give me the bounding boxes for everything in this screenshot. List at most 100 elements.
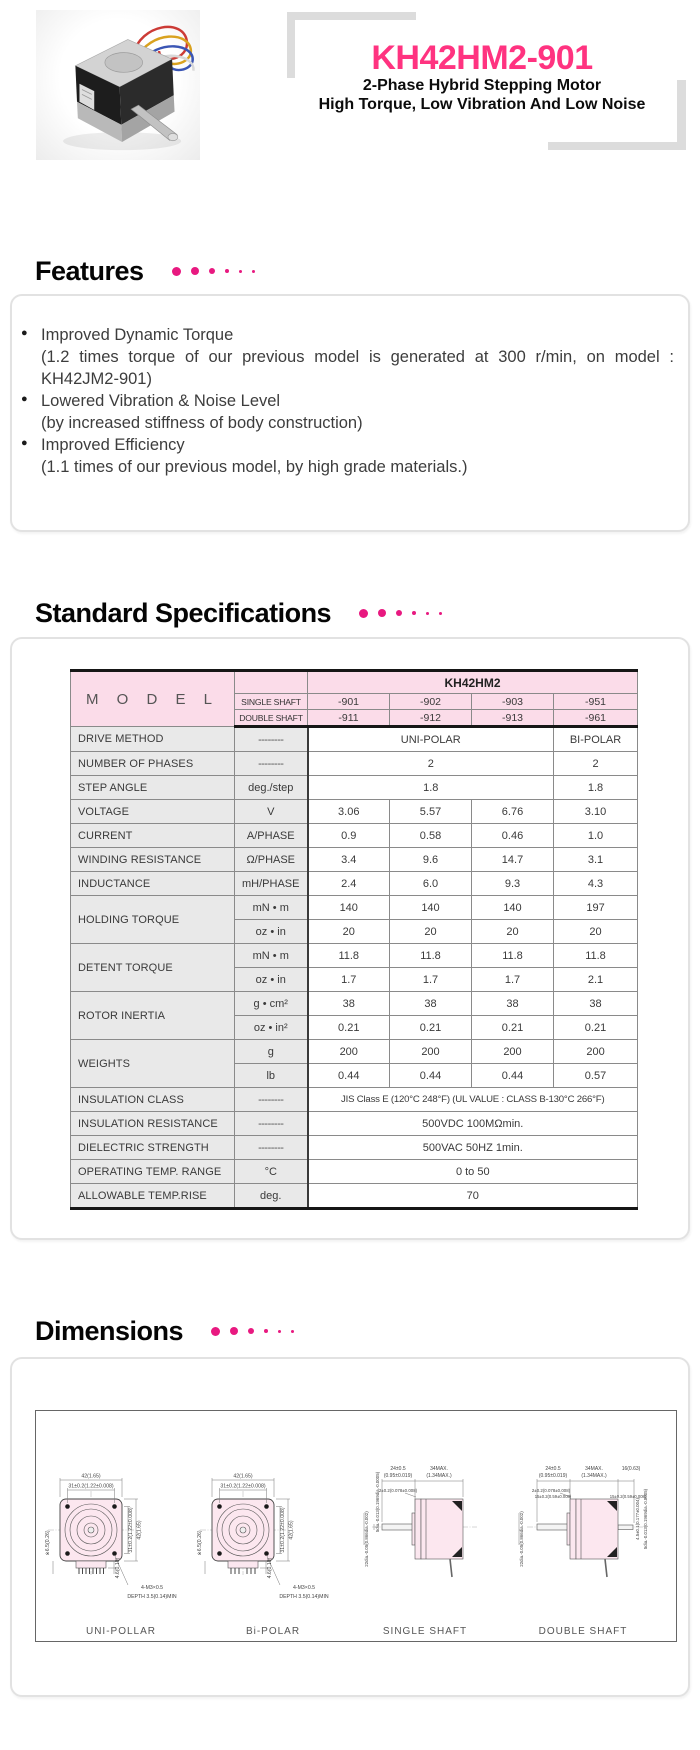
spec-cell: 9.3 <box>471 871 554 896</box>
spec-cell: 11.8 <box>307 943 390 968</box>
dim-label: 4-M3×0.5 <box>141 1585 163 1591</box>
spec-cell: 2.1 <box>552 967 639 992</box>
feature-item: Improved Efficiency (1.1 times of our pr… <box>18 434 674 478</box>
row-unit: Ω/PHASE <box>234 847 309 872</box>
row-unit: deg. <box>234 1183 309 1209</box>
dim-label: 31±0.2(1.22±0.008) <box>280 1507 286 1552</box>
dim-label: 42(1.65) <box>81 1474 101 1480</box>
spec-cell: 3.4 <box>307 847 390 872</box>
dim-label: 4-M3×0.5 <box>293 1585 315 1591</box>
dim-label: DEPTH 3.5(0.14)MIN <box>127 1594 177 1600</box>
row-unit: g <box>234 1039 309 1064</box>
dim-label: 24±0.5 <box>390 1466 405 1472</box>
dim-label: (1.34MAX.) <box>581 1473 607 1479</box>
dim-label: 31±0.2(1.22±0.008) <box>128 1507 134 1552</box>
spec-cell: UNI-POLAR <box>307 726 554 752</box>
dim-label: (1.34MAX.) <box>426 1473 452 1479</box>
dimension-drawings: 42(1.65) 31±0.2(1.22±0.008) ※6.5(0.26) 3… <box>35 1410 677 1642</box>
feature-detail: (1.2 times torque of our previous model … <box>41 348 674 388</box>
dim-label: 4.5±0.1(0.177±0.004) <box>635 1498 640 1540</box>
features-title: Features <box>35 256 144 286</box>
spec-cell: 1.7 <box>307 967 390 992</box>
row-unit: -------- <box>234 1087 309 1112</box>
spec-cell: 200 <box>552 1039 639 1064</box>
row-unit: V <box>234 799 309 824</box>
spec-cell: 1.7 <box>389 967 472 992</box>
row-label: STEP ANGLE <box>70 775 235 800</box>
dim-label: 4.6(0.18) <box>115 1557 121 1578</box>
row-unit: °C <box>234 1159 309 1184</box>
model-number: -912 <box>389 709 472 728</box>
row-label: INDUCTANCE <box>70 871 235 896</box>
row-unit: oz • in <box>234 967 309 992</box>
spec-cell: 3.06 <box>307 799 390 824</box>
spec-cell: 9.6 <box>389 847 472 872</box>
model-number: -961 <box>552 709 639 728</box>
dim-label: 15±0.2(0.59±0.008) <box>535 1494 572 1499</box>
spec-cell: 0.21 <box>307 1015 390 1040</box>
spec-cell: 0.44 <box>307 1063 390 1088</box>
drawing-caption: Bi-POLAR <box>246 1626 300 1637</box>
feature-item: Lowered Vibration & Noise Level (by incr… <box>18 390 674 434</box>
dim-label: 24±0.5 <box>545 1466 560 1472</box>
specs-heading: Standard Specifications <box>35 598 443 629</box>
feature-title: Lowered Vibration & Noise Level <box>41 392 281 410</box>
row-label: CURRENT <box>70 823 235 848</box>
dim-label: 22dia.-0.05(0.866dia.-0.002) <box>519 1511 524 1567</box>
dim-label: (0.95±0.019) <box>384 1473 413 1479</box>
spec-cell: 140 <box>389 895 472 920</box>
spec-cell: 14.7 <box>471 847 554 872</box>
bracket-bottom-right <box>548 80 686 150</box>
drawing-caption: UNI-POLLAR <box>86 1626 156 1637</box>
side-view-single: 24±0.5 (0.95±0.019) 34MAX. (1.34MAX.) 2±… <box>363 1466 477 1578</box>
model-number: -903 <box>471 693 554 710</box>
dim-label: ※6.5(0.26) <box>197 1530 203 1555</box>
spec-cell: 140 <box>471 895 554 920</box>
dim-label: 42(1.65) <box>233 1474 253 1480</box>
product-model: KH42HM2-901 <box>371 39 593 77</box>
row-label: DRIVE METHOD <box>70 726 235 752</box>
motor-illustration <box>63 25 195 151</box>
dim-label: 5dia.-0.013(0.1969dia.-0.0005) <box>375 1471 380 1532</box>
product-subtitle-2: High Torque, Low Vibration And Low Noise <box>318 96 646 113</box>
row-unit: deg./step <box>234 775 309 800</box>
spec-cell: 11.8 <box>389 943 472 968</box>
dim-label: 34MAX. <box>430 1466 448 1472</box>
spec-cell: 500VAC 50HZ 1min. <box>306 1135 639 1160</box>
spec-cell: 3.1 <box>552 847 639 872</box>
row-label: ROTOR INERTIA <box>70 991 235 1040</box>
spec-cell: 1.8 <box>307 775 554 800</box>
spec-cell: BI-POLAR <box>552 726 639 752</box>
row-unit: mN • m <box>234 943 309 968</box>
spec-cell: 0.21 <box>389 1015 472 1040</box>
row-label: INSULATION CLASS <box>70 1087 235 1112</box>
spec-cell: 2 <box>552 751 639 776</box>
spec-cell: 0.9 <box>307 823 390 848</box>
spec-cell: 5.57 <box>389 799 472 824</box>
spec-cell: 0.44 <box>471 1063 554 1088</box>
spec-cell: 70 <box>306 1183 639 1209</box>
spec-cell: 38 <box>471 991 554 1016</box>
spec-cell: 4.3 <box>552 871 639 896</box>
spec-cell: 500VDC 100MΩmin. <box>306 1111 639 1136</box>
title-block: KH42HM2-901 2-Phase Hybrid Stepping Moto… <box>288 40 676 114</box>
row-unit: mN • m <box>234 895 309 920</box>
spec-cell: 6.0 <box>389 871 472 896</box>
spec-table: M O D E L KH42HM2 SINGLE SHAFT -901 -902… <box>70 669 639 1210</box>
row-unit: -------- <box>234 1111 309 1136</box>
family-cell: KH42HM2 <box>306 670 639 694</box>
side-view-double: 24±0.5 (0.95±0.019) 34MAX. (1.34MAX.) 16… <box>518 1466 648 1578</box>
single-shaft-label: SINGLE SHAFT <box>234 693 308 710</box>
dim-label: 31±0.2(1.22±0.008) <box>220 1484 265 1490</box>
model-number: -913 <box>471 709 554 728</box>
dim-label: 42(1.65) <box>137 1520 143 1540</box>
row-label: DIELECTRIC STRENGTH <box>70 1135 235 1160</box>
spec-cell <box>234 670 308 694</box>
dim-label: 5dia.-0.013(0.1969dia.-0.0005) <box>643 1488 648 1549</box>
spec-cell: 0.44 <box>389 1063 472 1088</box>
model-number: -902 <box>389 693 472 710</box>
accent-dots <box>349 605 443 623</box>
front-view-uni: 42(1.65) 31±0.2(1.22±0.008) ※6.5(0.26) 3… <box>45 1474 177 1601</box>
features-heading: Features <box>35 256 255 287</box>
feature-detail: (1.1 times of our previous model, by hig… <box>41 458 468 476</box>
